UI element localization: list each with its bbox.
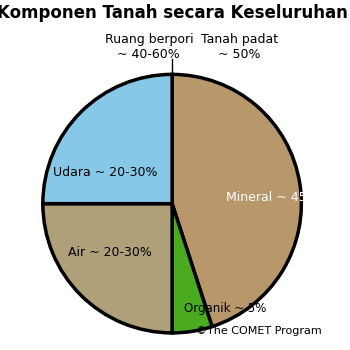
Text: Ruang berpori
~ 40-60%: Ruang berpori ~ 40-60% — [105, 34, 193, 62]
Title: Komponen Tanah secara Keseluruhan: Komponen Tanah secara Keseluruhan — [0, 4, 348, 22]
Text: Organik ~ 5%: Organik ~ 5% — [184, 302, 266, 315]
Text: Tanah padat
~ 50%: Tanah padat ~ 50% — [201, 34, 278, 62]
Wedge shape — [172, 204, 212, 333]
Text: Air ~ 20-30%: Air ~ 20-30% — [68, 246, 152, 259]
Wedge shape — [172, 75, 301, 327]
Text: ©The COMET Program: ©The COMET Program — [196, 326, 322, 336]
Text: Mineral ~ 45%: Mineral ~ 45% — [226, 191, 319, 204]
Text: Udara ~ 20-30%: Udara ~ 20-30% — [52, 166, 157, 179]
Wedge shape — [43, 75, 172, 204]
Wedge shape — [43, 204, 172, 333]
